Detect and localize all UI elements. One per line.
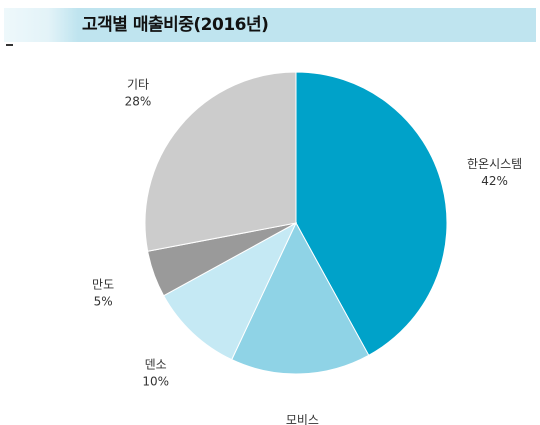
slice-value-label-0: 42%: [481, 174, 508, 188]
slice-value-label-2: 10%: [142, 374, 169, 388]
slice-name-label-0: 한온시스템: [467, 157, 522, 171]
pie-slice-4: [144, 71, 297, 252]
slice-name-label-3: 만도: [92, 277, 114, 291]
slice-name-label-2: 덴소: [145, 357, 167, 371]
corner-mark: [6, 44, 13, 46]
pie-slices: [144, 71, 448, 375]
slice-name-label-4: 기타: [127, 77, 149, 91]
slice-value-label-4: 28%: [125, 94, 152, 108]
title-bar-fade: [4, 8, 78, 42]
pie-slice-1: [231, 221, 370, 375]
slice-name-label-1: 모비스: [286, 413, 319, 425]
title-bar: 고객별 매출비중(2016년): [4, 8, 536, 42]
pie-slice-2: [163, 221, 298, 361]
chart-title: 고객별 매출비중(2016년): [82, 15, 269, 35]
pie-slice-0: [295, 71, 448, 356]
slice-value-label-3: 5%: [94, 294, 113, 308]
